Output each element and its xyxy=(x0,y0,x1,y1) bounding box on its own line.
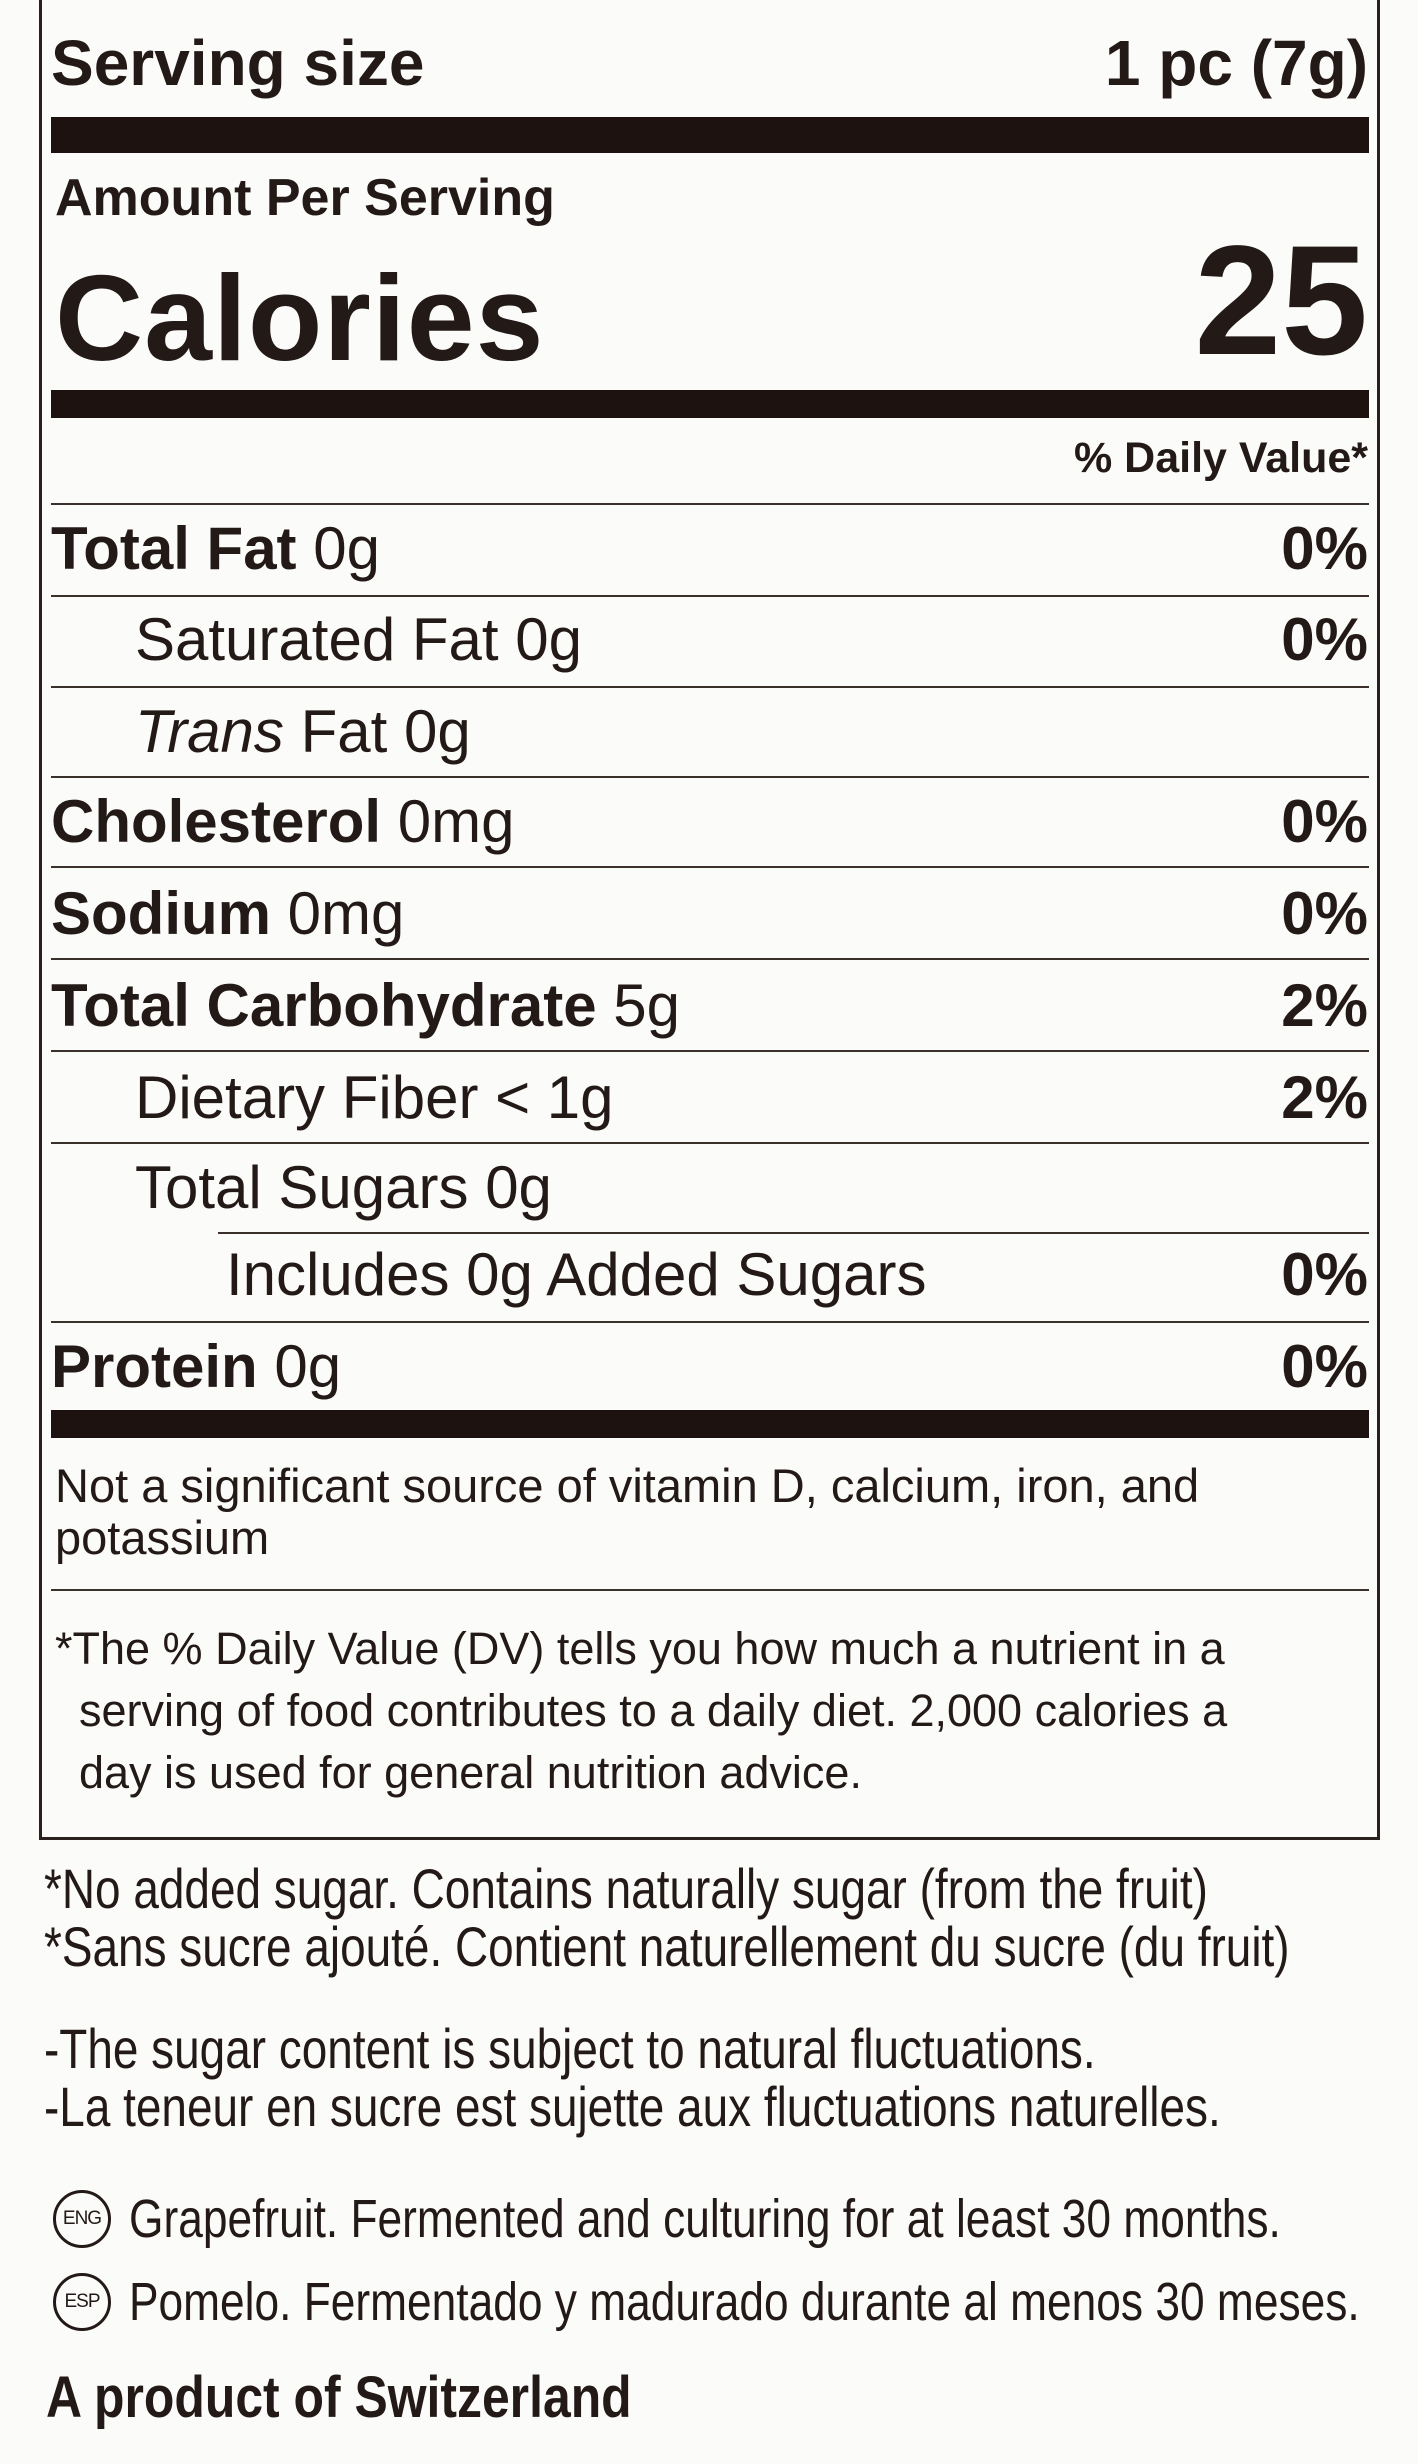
fluctuations-note: -The sugar content is subject to natural… xyxy=(44,2020,1418,2136)
divider xyxy=(218,1232,1369,1234)
nutrient-amount: 0g xyxy=(274,1332,342,1400)
origin-statement: A product of Switzerland xyxy=(46,2365,632,2430)
nutrient-name: Saturated Fat xyxy=(135,605,499,673)
amount-per-serving: Amount Per Serving xyxy=(55,169,555,227)
nutrient-amount: < 1g xyxy=(495,1063,614,1131)
nutrient-row-total-sugars: Total Sugars 0g xyxy=(51,1153,1368,1221)
nutrient-name: Total Fat xyxy=(51,514,297,582)
divider xyxy=(51,958,1369,960)
nutrient-row-total-fat: Total Fat 0g 0% xyxy=(51,514,1368,582)
nutrient-row-trans-fat: Trans Fat 0g xyxy=(51,697,1368,765)
nutrient-amount: 0g xyxy=(515,605,582,673)
nutrition-facts-box xyxy=(39,0,1380,1840)
footnote-line: *The % Daily Value (DV) tells you how mu… xyxy=(55,1623,1225,1674)
nutrient-amount: 0mg xyxy=(397,787,515,855)
daily-value-header: % Daily Value* xyxy=(1074,434,1368,482)
nutrient-dv: 0% xyxy=(1281,605,1368,673)
nutrient-dv: 2% xyxy=(1281,1063,1368,1131)
nutrient-dv: 0% xyxy=(1281,787,1368,855)
not-significant-note: Not a significant source of vitamin D, c… xyxy=(55,1460,1199,1564)
nutrient-dv: 0% xyxy=(1281,1332,1368,1400)
nutrient-row-dietary-fiber: Dietary Fiber < 1g 2% xyxy=(51,1063,1368,1131)
nutrient-dv: 0% xyxy=(1281,1240,1368,1308)
eng-language-badge-icon: ENG xyxy=(53,2190,111,2248)
nutrient-name: Fat xyxy=(300,697,388,765)
nutrient-amount: 0g xyxy=(313,514,380,582)
note-line: potassium xyxy=(55,1511,270,1564)
note-line: *Sans sucre ajouté. Contient naturelleme… xyxy=(44,1915,1290,1978)
serving-size-label: Serving size xyxy=(51,27,425,99)
divider xyxy=(51,595,1369,597)
divider xyxy=(51,686,1369,688)
calories-value: 25 xyxy=(1194,214,1368,388)
nutrient-name: Protein xyxy=(51,1332,258,1400)
nutrient-name: Cholesterol xyxy=(51,787,382,855)
no-added-sugar-note: *No added sugar. Contains naturally suga… xyxy=(44,1860,1418,1976)
language-text: Pomelo. Fermentado y madurado durante al… xyxy=(129,2272,1360,2332)
daily-value-footnote: *The % Daily Value (DV) tells you how mu… xyxy=(55,1618,1227,1804)
nutrient-row-saturated-fat: Saturated Fat 0g 0% xyxy=(51,605,1368,673)
nutrient-name: Dietary Fiber xyxy=(135,1063,479,1131)
nutrient-row-protein: Protein 0g 0% xyxy=(51,1332,1368,1400)
nutrient-amount: 0g xyxy=(485,1153,552,1221)
note-line: Not a significant source of vitamin D, c… xyxy=(55,1459,1200,1512)
divider xyxy=(51,1142,1369,1144)
footnote-line: day is used for general nutrition advice… xyxy=(79,1747,862,1798)
nutrient-row-sodium: Sodium 0mg 0% xyxy=(51,879,1368,947)
divider xyxy=(51,1050,1369,1052)
esp-language-badge-icon: ESP xyxy=(53,2273,111,2331)
divider xyxy=(51,1321,1369,1323)
divider xyxy=(51,776,1369,778)
calories-label: Calories xyxy=(55,250,545,386)
serving-size-value: 1 pc (7g) xyxy=(1104,27,1368,99)
language-text: Grapefruit. Fermented and culturing for … xyxy=(129,2189,1281,2249)
nutrient-name: Sodium xyxy=(51,879,271,947)
note-line: -La teneur en sucre est sujette aux fluc… xyxy=(44,2075,1221,2138)
medium-divider xyxy=(51,390,1369,418)
divider xyxy=(51,503,1369,505)
nutrient-dv: 0% xyxy=(1281,514,1368,582)
nutrient-amount: 0g xyxy=(403,697,471,765)
nutrient-name-italic: Trans xyxy=(135,697,284,765)
thick-divider xyxy=(51,1410,1369,1438)
nutrient-row-cholesterol: Cholesterol 0mg 0% xyxy=(51,787,1368,855)
note-line: *No added sugar. Contains naturally suga… xyxy=(44,1857,1208,1920)
divider xyxy=(51,866,1369,868)
nutrient-name: Total Sugars xyxy=(135,1153,469,1221)
nutrient-dv: 0% xyxy=(1281,879,1368,947)
note-line: -The sugar content is subject to natural… xyxy=(44,2017,1096,2080)
language-line-eng: ENG Grapefruit. Fermented and culturing … xyxy=(53,2188,1418,2250)
thick-divider xyxy=(51,117,1369,153)
nutrient-amount: 0mg xyxy=(287,879,405,947)
nutrient-amount: 5g xyxy=(613,971,681,1039)
nutrient-row-total-carbohydrate: Total Carbohydrate 5g 2% xyxy=(51,971,1368,1039)
serving-size-row: Serving size 1 pc (7g) xyxy=(51,27,1368,99)
footnote-line: serving of food contributes to a daily d… xyxy=(79,1685,1228,1736)
nutrient-row-added-sugars: Includes 0g Added Sugars 0% xyxy=(51,1240,1368,1308)
nutrient-name: Includes 0g Added Sugars xyxy=(226,1240,927,1308)
nutrient-dv: 2% xyxy=(1281,971,1368,1039)
divider xyxy=(51,1589,1369,1591)
nutrient-name: Total Carbohydrate xyxy=(51,971,597,1039)
language-line-esp: ESP Pomelo. Fermentado y madurado durant… xyxy=(53,2271,1418,2333)
